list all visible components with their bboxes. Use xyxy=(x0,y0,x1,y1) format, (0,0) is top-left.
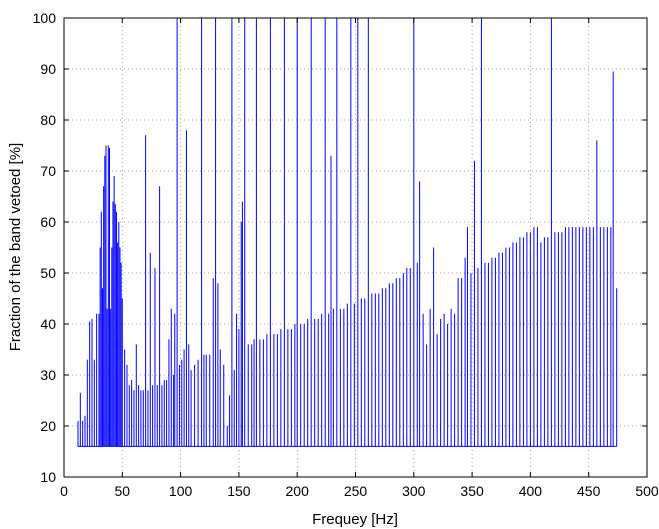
y-tick-label: 10 xyxy=(40,469,56,485)
y-tick-label: 30 xyxy=(40,367,56,383)
y-tick-label: 40 xyxy=(40,316,56,332)
y-tick-label: 70 xyxy=(40,163,56,179)
y-tick-label: 100 xyxy=(33,10,57,26)
x-tick-label: 400 xyxy=(519,483,543,499)
y-tick-label: 50 xyxy=(40,265,56,281)
y-tick-label: 20 xyxy=(40,418,56,434)
y-tick-label: 90 xyxy=(40,61,56,77)
y-axis-label: Fraction of the band vetoed [%] xyxy=(7,143,24,351)
y-tick-label: 80 xyxy=(40,112,56,128)
axis-ticks: 0 50 100 150 200 250 300 350 400 450 500 10 20 30 40 50… xyxy=(33,10,659,499)
x-tick-label: 100 xyxy=(169,483,193,499)
x-tick-label: 350 xyxy=(460,483,484,499)
x-tick-label: 300 xyxy=(402,483,426,499)
x-tick-label: 500 xyxy=(635,483,659,499)
y-tick-label: 60 xyxy=(40,214,56,230)
x-tick-label: 0 xyxy=(60,483,68,499)
data-series-line xyxy=(77,18,618,447)
x-tick-label: 250 xyxy=(344,483,368,499)
x-tick-label: 150 xyxy=(227,483,251,499)
x-tick-label: 450 xyxy=(577,483,601,499)
x-tick-label: 50 xyxy=(115,483,131,499)
x-axis-label: Frequey [Hz] xyxy=(312,511,398,528)
x-tick-label: 200 xyxy=(286,483,310,499)
